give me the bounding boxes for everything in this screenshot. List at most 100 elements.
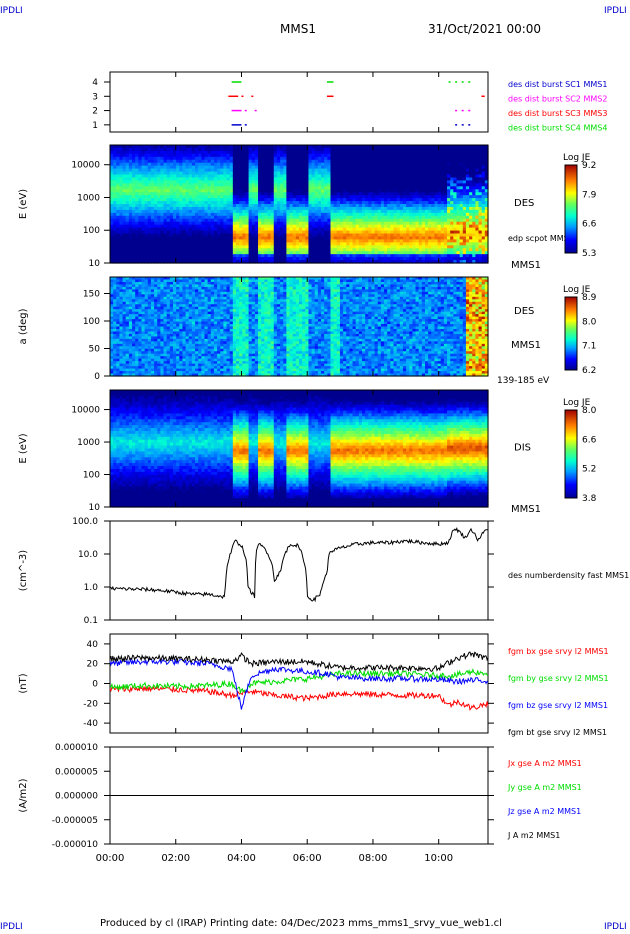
series-legend-label: J A m2 MMS1	[507, 831, 560, 840]
panel-label: DES	[514, 306, 534, 317]
series-legend-label: Jx gse A m2 MMS1	[507, 759, 582, 768]
heatmap-des_energy	[110, 145, 489, 264]
colorbar-tick-label: 7.1	[582, 342, 596, 352]
colorbar-tick-label: 5.2	[582, 465, 596, 475]
colorbar	[564, 409, 578, 499]
corner-label-bottom-left: IPDLI	[0, 922, 23, 932]
series-legend-label: Jy gse A m2 MMS1	[507, 783, 582, 792]
y-tick-label: 0.000000	[55, 792, 98, 802]
series-legend-label: Jz gse A m2 MMS1	[507, 807, 581, 816]
y-tick-label: 3	[92, 92, 98, 102]
colorbar-tick-label: 6.6	[582, 220, 597, 230]
panel-frame-4	[109, 520, 489, 621]
colorbar-title: Log JE	[563, 398, 591, 408]
y-tick-label: 1000	[77, 438, 100, 448]
y-tick-label: 4	[92, 78, 98, 88]
y-tick-label: 50	[89, 345, 101, 355]
heatmap-dis_energy	[110, 390, 489, 508]
series-legend-label: fgm bz gse srvy l2 MMS1	[508, 701, 608, 710]
time-tick-label: 04:00	[227, 853, 256, 864]
y-axis-label: (A/m2)	[18, 778, 29, 812]
y-tick-label: 100	[83, 317, 100, 327]
y-tick-label: 0.000010	[55, 743, 98, 753]
legend-entry: des dist burst SC4 MMS4	[508, 124, 607, 133]
colorbar-title: Log JE	[563, 285, 591, 295]
legend-entry: des dist burst SC1 MMS1	[508, 80, 607, 89]
y-tick-label: 0.000005	[55, 767, 98, 777]
panel-frame-1	[109, 144, 489, 264]
y-axis-label: E (eV)	[18, 433, 29, 463]
y-tick-label: 10	[89, 503, 101, 513]
series-line-1	[109, 668, 489, 694]
y-tick-label: 40	[87, 640, 99, 650]
y-tick-label: -0.000010	[52, 840, 98, 850]
panel-label: DES	[514, 198, 534, 209]
y-tick-label: 10000	[71, 406, 100, 416]
series-line-0	[109, 526, 488, 603]
colorbar-tick-label: 8.9	[582, 293, 597, 303]
legend-entry: des dist burst SC2 MMS2	[508, 95, 607, 104]
y-axis-label: (nT)	[18, 673, 29, 693]
y-tick-label: -0.000005	[52, 816, 98, 826]
y-tick-label: 20	[87, 660, 99, 670]
satellite-label: MMS1	[511, 340, 541, 351]
y-tick-label: 10	[89, 259, 101, 269]
panel-frame-3	[109, 389, 489, 508]
y-tick-label: 1	[92, 121, 98, 131]
panel-frame-5	[109, 633, 489, 734]
panel-frame-2	[109, 276, 489, 377]
colorbar-tick-label: 8.0	[582, 406, 597, 416]
heatmap-des_pitch	[110, 277, 489, 377]
spacecraft-title: MMS1	[280, 22, 316, 36]
satellite-label: MMS1	[511, 260, 541, 271]
y-tick-label: 10.0	[78, 550, 98, 560]
y-tick-label: 1.0	[84, 583, 99, 593]
colorbar	[564, 296, 578, 371]
series-line-3	[109, 651, 489, 673]
y-axis-label: (cm^-3)	[18, 550, 29, 591]
y-tick-label: 2	[92, 107, 98, 117]
date-title: 31/Oct/2021 00:00	[428, 22, 542, 36]
panel-sublabel: edp scpot MMS1	[508, 234, 574, 243]
y-tick-label: 0	[92, 680, 98, 690]
series-line-2	[109, 657, 489, 710]
corner-label-top-right: IPDLI	[604, 6, 627, 16]
colorbar-tick-label: 5.3	[582, 249, 596, 259]
series-legend-label: fgm by gse srvy l2 MMS1	[508, 674, 609, 683]
y-axis-label: a (deg)	[18, 308, 29, 344]
colorbar-title: Log JE	[563, 153, 591, 163]
colorbar-tick-label: 3.8	[582, 494, 597, 504]
y-tick-label: 100	[83, 226, 100, 236]
y-tick-label: 0	[94, 372, 100, 382]
corner-label-top-left: IPDLI	[0, 6, 23, 16]
panel-frame-0	[109, 71, 489, 133]
colorbar-tick-label: 9.2	[582, 161, 596, 171]
satellite-label: MMS1	[511, 504, 541, 515]
colorbar	[564, 164, 578, 254]
y-tick-label: -20	[83, 699, 98, 709]
y-tick-label: 100.0	[72, 517, 98, 527]
time-tick-label: 10:00	[424, 853, 453, 864]
energy-range-label: 139-185 eV	[497, 376, 550, 386]
colorbar-tick-label: 6.2	[582, 366, 596, 376]
series-legend-label: fgm bt gse srvy l2 MMS1	[508, 728, 607, 737]
series-legend-label: fgm bx gse srvy l2 MMS1	[508, 647, 609, 656]
panel-label: DIS	[514, 443, 531, 454]
time-tick-label: 06:00	[293, 853, 322, 864]
colorbar-tick-label: 7.9	[582, 190, 597, 200]
time-tick-label: 02:00	[161, 853, 190, 864]
y-tick-label: 150	[83, 290, 100, 300]
y-tick-label: 100	[83, 471, 100, 481]
legend-entry: des dist burst SC3 MMS3	[508, 109, 607, 118]
y-axis-label: E (eV)	[18, 189, 29, 219]
time-tick-label: 08:00	[359, 853, 388, 864]
time-tick-label: 00:00	[96, 853, 125, 864]
y-tick-label: 0.1	[84, 616, 98, 626]
colorbar-tick-label: 8.0	[582, 317, 597, 327]
y-tick-label: 1000	[77, 193, 100, 203]
y-tick-label: -40	[83, 719, 98, 729]
series-legend-label: des numberdensity fast MMS1	[508, 571, 629, 580]
footer-text: Produced by cl (IRAP) Printing date: 04/…	[100, 918, 502, 929]
y-tick-label: 10000	[71, 161, 100, 171]
